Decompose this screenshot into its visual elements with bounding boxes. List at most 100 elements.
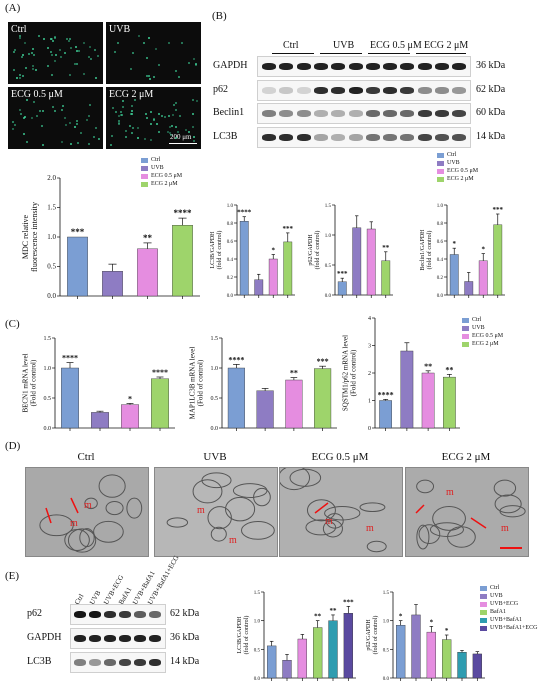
fluorescent-dot [25, 141, 28, 144]
y-tick-label: 1.5 [211, 336, 219, 342]
fluorescent-dot [181, 42, 184, 45]
fluorescent-dot [195, 99, 198, 102]
bar [67, 236, 88, 297]
y-axis-label: Beclin1/GAPDH(fold of control) [420, 229, 433, 271]
fluorescent-dot [19, 37, 22, 40]
blot-band [262, 63, 276, 70]
blot-band [296, 86, 311, 94]
organelle [289, 468, 322, 487]
fluorescent-dot [54, 59, 57, 62]
bar [343, 613, 353, 679]
significance-label: *** [317, 357, 329, 366]
significance-label: ** [424, 362, 432, 371]
fluorescent-dot [147, 37, 150, 40]
y-tick-label: 0.6 [437, 240, 444, 245]
y-tick-label: 0.4 [227, 258, 234, 263]
legend-label: ECG 0.5 μM [472, 333, 504, 339]
fluorescent-dot [63, 52, 66, 55]
blot-band [104, 611, 116, 618]
mitochondria-label: m [70, 518, 78, 529]
blot-band [313, 133, 328, 141]
fluorescent-dot [145, 116, 148, 119]
y-tick-label: 1.0 [47, 233, 56, 241]
y-tick-label: 2 [368, 371, 371, 377]
significance-label: * [453, 240, 457, 248]
bar [379, 400, 392, 429]
blot-band [331, 86, 346, 94]
y-tick-label: 2.0 [47, 174, 56, 182]
organelle [225, 496, 256, 522]
blot-e-protein-label: p62 [27, 608, 42, 619]
blot-band [435, 63, 449, 70]
blot-e-protein-label: GAPDH [27, 632, 62, 643]
bar [472, 653, 482, 679]
fluorescent-dot [172, 113, 175, 116]
legend-swatch [141, 166, 148, 171]
fluorescent-dot [89, 58, 92, 61]
fluorescent-dot [22, 116, 25, 119]
bar [400, 350, 414, 429]
fluorescent-dot [111, 135, 114, 138]
y-tick-label: 0.0 [227, 294, 234, 299]
significance-label: * [445, 627, 449, 635]
blot-band [149, 659, 161, 666]
fluorescent-dot [21, 55, 24, 58]
y-tick-label: 0.5 [254, 648, 261, 653]
bar [464, 281, 474, 296]
fluorescent-dot [114, 110, 117, 113]
blot-band [296, 110, 311, 117]
fluorescent-dot [121, 99, 124, 102]
fluorescent-dot [41, 143, 44, 146]
blot-band [149, 611, 161, 618]
blot-band [452, 133, 467, 141]
organelle [79, 528, 95, 548]
blot-band [435, 86, 449, 94]
fluorescent-dot [175, 108, 178, 111]
bar [297, 638, 307, 679]
autophagosome-arrow [470, 517, 487, 529]
fluorescent-dot [47, 47, 50, 50]
blot-b-header-uvb: UVB [333, 40, 355, 51]
fluorescent-dot [62, 105, 65, 108]
blot-b-header-line [368, 53, 410, 54]
panel-label-e: (E) [5, 570, 20, 582]
blot-band [74, 659, 86, 666]
bar [478, 260, 488, 296]
fluorescent-dot [117, 41, 120, 44]
fluorescent-dot [51, 74, 54, 77]
y-axis-label: LC3B/GAPDH(fold of control) [237, 616, 250, 655]
mitochondria-label: m [366, 523, 374, 534]
fluorescent-dot [83, 41, 86, 44]
y-axis-label: MAP1LC3B mRNA level(Fold of control) [188, 347, 204, 420]
legend-swatch [141, 174, 148, 179]
fluorescent-dot [129, 125, 132, 128]
organelle [98, 474, 126, 498]
fluorescent-dot [149, 110, 152, 113]
blot-band [89, 659, 101, 666]
blot-b-header-line [320, 53, 362, 54]
fluorescent-dot [192, 57, 195, 60]
y-tick-label: 0 [368, 426, 371, 432]
y-tick-label: 0.8 [227, 222, 234, 227]
fluorescent-dot [96, 54, 99, 57]
blot-b-header-ecg05: ECG 0.5 μM [370, 40, 422, 51]
bar [282, 660, 292, 679]
fluorescent-dot [12, 50, 15, 53]
legend-swatch [141, 182, 148, 187]
fluorescent-dot [74, 126, 77, 129]
blot-b-strip [257, 56, 471, 77]
scale-label: 200 μm [170, 133, 192, 141]
y-tick-label: 3 [368, 344, 371, 350]
blot-b-kda: 14 kDa [476, 130, 506, 142]
legend-label: Ctrl [447, 152, 457, 158]
organelle [418, 524, 441, 544]
blot-band [365, 110, 380, 117]
bar [313, 627, 323, 679]
tem-structures: mm [166, 472, 275, 546]
bar [314, 368, 332, 429]
blot-band [383, 133, 398, 141]
y-tick-label: 4 [368, 316, 371, 322]
panel-label-c: (C) [5, 318, 20, 330]
